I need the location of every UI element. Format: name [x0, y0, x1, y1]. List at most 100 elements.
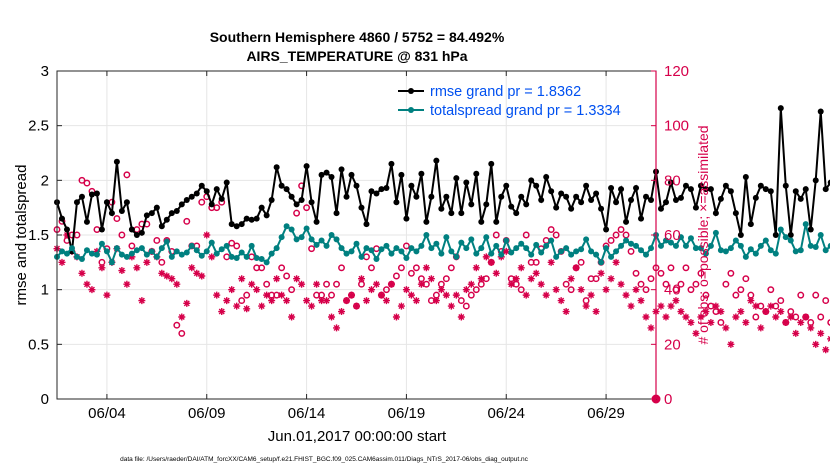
rmse-point	[728, 188, 734, 194]
obs-assimilated-point	[353, 303, 360, 310]
obs-possible-point	[374, 246, 379, 251]
obs-assimilated-point	[218, 308, 225, 315]
rmse-point	[418, 171, 424, 177]
rmse-point	[59, 216, 65, 222]
rmse-line	[57, 108, 830, 251]
obs-assimilated-point	[533, 270, 540, 277]
totalspread-point	[354, 241, 360, 247]
rmse-point	[64, 227, 70, 233]
rmse-point	[254, 216, 260, 222]
obs-assimilated-point	[328, 314, 335, 321]
rmse-point	[583, 183, 589, 189]
obs-assimilated-point	[638, 297, 645, 304]
obs-possible-point	[813, 292, 818, 297]
obs-possible-point	[329, 292, 334, 297]
totalspread-point	[818, 232, 824, 238]
totalspread-point	[124, 254, 130, 260]
rmse-point	[463, 180, 469, 186]
rmse-point	[528, 177, 534, 183]
rmse-point	[224, 180, 230, 186]
totalspread-point	[713, 230, 719, 236]
totalspread-point	[174, 248, 180, 254]
obs-assimilated-point	[513, 275, 520, 282]
obs-assimilated-point	[807, 324, 814, 331]
totalspread-point	[643, 252, 649, 258]
obs-assimilated-point	[623, 292, 630, 299]
obs-possible-point	[409, 271, 414, 276]
rmse-point	[383, 185, 389, 191]
totalspread-point	[718, 247, 724, 253]
obs-possible-point	[683, 265, 688, 270]
obs-possible-point	[479, 282, 484, 287]
totalspread-point	[498, 252, 504, 258]
obs-possible-point	[688, 287, 693, 292]
rmse-point	[358, 205, 364, 211]
totalspread-point	[523, 245, 529, 251]
totalspread-point	[648, 245, 654, 251]
y-tick-label-right: 40	[664, 282, 681, 299]
rmse-point	[299, 197, 305, 203]
obs-possible-point	[399, 265, 404, 270]
totalspread-point	[813, 244, 819, 250]
rmse-point	[239, 221, 245, 227]
rmse-point	[314, 219, 320, 225]
totalspread-point	[319, 237, 325, 243]
obs-possible-point	[264, 282, 269, 287]
obs-possible-point	[124, 172, 129, 177]
y-tick-label-right: 20	[664, 336, 681, 353]
obs-assimilated-point	[258, 303, 265, 310]
rmse-point	[578, 199, 584, 205]
rmse-point	[623, 219, 629, 225]
rmse-point	[408, 183, 414, 189]
rmse-point	[423, 219, 429, 225]
rmse-point	[523, 201, 529, 207]
rmse-point	[648, 197, 654, 203]
obs-possible-point	[469, 292, 474, 297]
totalspread-point	[493, 243, 499, 249]
totalspread-point	[473, 251, 479, 257]
obs-assimilated-point	[687, 319, 694, 326]
obs-assimilated-point	[58, 259, 65, 266]
totalspread-point	[638, 247, 644, 253]
rmse-point	[468, 201, 474, 207]
totalspread-point	[563, 245, 569, 251]
obs-assimilated-point	[383, 297, 390, 304]
totalspread-point	[204, 248, 210, 254]
totalspread-point	[284, 223, 290, 229]
chart-title-line2: AIRS_TEMPERATURE @ 831 hPa	[246, 48, 467, 64]
obs-assimilated-point	[408, 292, 415, 299]
obs-assimilated-point	[792, 330, 799, 337]
obs-assimilated-point	[363, 297, 370, 304]
obs-assimilated-point	[747, 297, 754, 304]
totalspread-point	[184, 249, 190, 255]
totalspread-point	[763, 237, 769, 243]
rmse-point	[84, 219, 90, 225]
obs-assimilated-point	[143, 259, 150, 266]
obs-possible-point	[414, 265, 419, 270]
obs-assimilated-point	[722, 324, 729, 331]
totalspread-point	[453, 254, 459, 260]
rmse-point	[773, 232, 779, 238]
obs-possible-point	[753, 314, 758, 319]
totalspread-point	[783, 234, 789, 240]
rmse-point	[309, 199, 315, 205]
totalspread-point	[373, 256, 379, 262]
obs-possible-point	[339, 265, 344, 270]
rmse-point	[139, 230, 145, 236]
obs-assimilated-point	[373, 281, 380, 288]
obs-assimilated-point	[338, 308, 345, 315]
obs-assimilated-point	[568, 275, 575, 282]
obs-assimilated-point	[523, 292, 530, 299]
totalspread-point	[408, 245, 414, 251]
totalspread-point	[393, 245, 399, 251]
rmse-point	[513, 210, 519, 216]
rmse-point	[733, 210, 739, 216]
obs-possible-point	[114, 216, 119, 221]
rmse-point	[783, 183, 789, 189]
totalspread-point	[199, 253, 205, 259]
obs-assimilated-point	[448, 303, 455, 310]
rmse-point	[159, 223, 165, 229]
rmse-point	[269, 197, 275, 203]
obs-possible-point	[444, 276, 449, 281]
obs-assimilated-point	[443, 292, 450, 299]
